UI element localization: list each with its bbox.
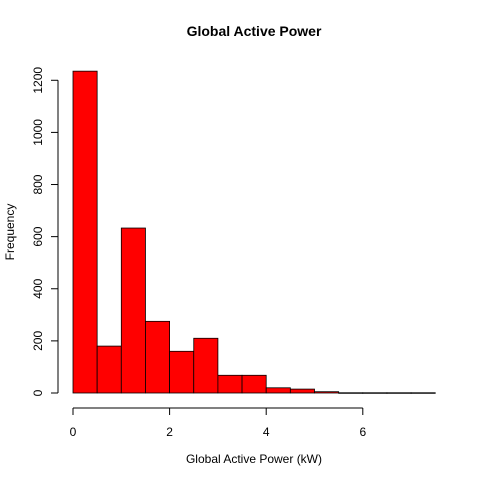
histogram-bar-10 bbox=[314, 391, 340, 394]
x-tick-label: 0 bbox=[70, 425, 77, 439]
bars-group bbox=[72, 70, 436, 394]
histogram-bar-14 bbox=[410, 392, 436, 394]
y-tick-label: 1200 bbox=[31, 67, 45, 94]
y-tick-label: 1000 bbox=[31, 119, 45, 146]
histogram-bar-8 bbox=[265, 387, 291, 394]
x-axis-label: Global Active Power (kW) bbox=[186, 452, 322, 466]
histogram-bar-4 bbox=[169, 350, 195, 394]
histogram-bar-3 bbox=[145, 320, 170, 394]
y-axis: 0 200 400 600 800 1000 1200 bbox=[31, 67, 59, 396]
y-axis-label: Frequency bbox=[3, 204, 17, 261]
x-axis: 0 2 4 6 bbox=[70, 407, 366, 439]
x-tick-label: 2 bbox=[166, 425, 173, 439]
histogram-bar-12 bbox=[362, 392, 388, 394]
histogram-bar-0 bbox=[72, 70, 98, 394]
x-tick-label: 6 bbox=[359, 425, 366, 439]
histogram-bar-9 bbox=[289, 388, 315, 394]
histogram-bar-11 bbox=[338, 392, 364, 394]
y-tick-label: 400 bbox=[31, 278, 45, 298]
y-tick-label: 800 bbox=[31, 174, 45, 194]
chart-title: Global Active Power bbox=[187, 23, 322, 39]
histogram-bar-1 bbox=[96, 345, 122, 394]
y-tick-label: 200 bbox=[31, 331, 45, 351]
y-tick-label: 600 bbox=[31, 226, 45, 246]
histogram-bar-2 bbox=[120, 227, 146, 394]
x-tick-label: 4 bbox=[263, 425, 270, 439]
histogram-bar-13 bbox=[386, 392, 412, 394]
y-tick-label: 0 bbox=[31, 389, 45, 396]
histogram-bar-6 bbox=[217, 374, 243, 394]
histogram-bar-7 bbox=[241, 374, 267, 394]
histogram-bar-5 bbox=[193, 337, 219, 394]
